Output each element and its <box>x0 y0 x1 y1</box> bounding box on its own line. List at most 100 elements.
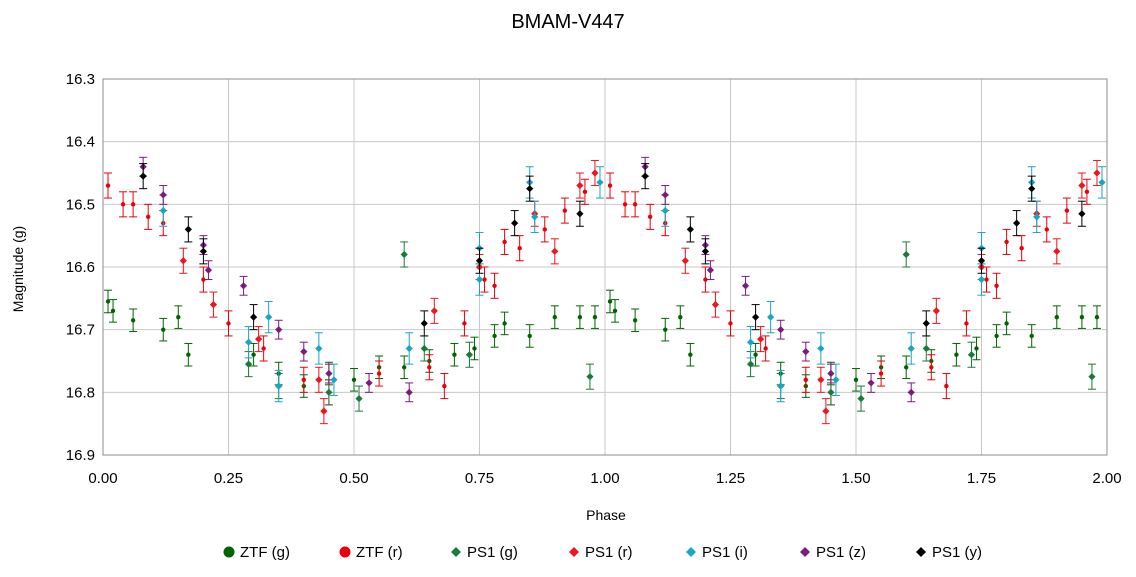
ps1-i-point <box>661 207 669 215</box>
ztf-r-point <box>1019 246 1024 251</box>
x-tick-label: 1.75 <box>967 470 996 487</box>
ps1-y-point <box>526 185 534 193</box>
ps1-z-point <box>325 369 333 378</box>
ps1-z-point <box>867 379 875 387</box>
ztf-g-point <box>492 333 497 339</box>
ztf-r-point <box>1064 208 1070 213</box>
ps1-y-point <box>686 225 694 233</box>
ps1-i-point <box>777 382 785 390</box>
ps1-i-point <box>330 376 338 384</box>
ps1-z-point <box>300 348 308 356</box>
ps1-r-point <box>757 335 765 343</box>
y-axis-label: Magnitude (g) <box>10 226 26 312</box>
ps1-y-point <box>752 313 760 321</box>
ztf-r-point <box>427 365 432 370</box>
ps1-i-point <box>275 382 283 390</box>
ztf-r-point <box>562 208 568 213</box>
ps1-z-point <box>802 348 810 356</box>
ps1-r-point <box>430 307 438 315</box>
x-tick-labels: 0.00 0.25 0.50 0.75 1.00 1.25 1.50 1.75 2.00 <box>88 470 1121 487</box>
ps1-i-point <box>244 338 253 346</box>
ps1-z-point <box>907 388 915 396</box>
ps1-g-point <box>746 360 755 368</box>
plot-area <box>102 78 1108 456</box>
ztf-r-point <box>105 183 111 188</box>
ztf-g-point <box>110 308 116 314</box>
x-tick-label: 0.50 <box>339 470 368 487</box>
y-tick-label: 16.9 <box>66 447 95 464</box>
ps1-g-point <box>420 344 428 353</box>
ps1-z-point <box>159 191 167 199</box>
ztf-g-point <box>577 314 583 320</box>
ps1-r-point <box>1053 247 1061 255</box>
ztf-g-point <box>552 314 557 320</box>
ztf-g-point <box>663 327 668 332</box>
ztf-g-point <box>1054 314 1060 320</box>
ps1-r-point <box>817 376 825 384</box>
ps1-g-point <box>355 395 363 403</box>
ztf-g-point <box>1004 321 1009 326</box>
ps1-r-point <box>1078 181 1086 190</box>
series-ps1-r <box>179 159 1101 425</box>
ztf-r-point <box>622 202 628 207</box>
ztf-r-point <box>803 377 808 382</box>
x-tick-label: 1.00 <box>590 470 619 487</box>
ps1-y-point <box>641 172 649 180</box>
ps1-g-point <box>325 388 333 396</box>
ztf-r-point <box>929 365 934 370</box>
ps1-y-point <box>701 247 709 255</box>
y-tick-label: 16.7 <box>66 322 95 339</box>
ztf-r-point <box>647 214 653 220</box>
ps1-r-point <box>255 335 263 343</box>
legend-label-ps1-z: PS1 (z) <box>816 544 866 561</box>
ztf-r-point <box>964 321 969 326</box>
ztf-r-point <box>301 377 306 382</box>
ps1-z-point <box>204 266 213 274</box>
ps1-i-point <box>265 313 273 321</box>
legend-label-ztf-g: ZTF (g) <box>240 544 290 561</box>
ztf-g-point <box>452 352 457 357</box>
ztf-g-point <box>502 321 507 326</box>
ztf-g-point <box>632 318 638 323</box>
ps1-z-point <box>405 388 413 396</box>
y-tick-label: 16.5 <box>66 196 95 213</box>
ps1-g-point <box>1088 373 1096 381</box>
ztf-g-point <box>130 318 136 323</box>
ztf-r-point <box>201 277 206 282</box>
ps1-i-point <box>817 344 825 353</box>
ztf-g-point <box>1094 314 1100 320</box>
ps1-i-point <box>159 207 167 215</box>
ps1-y-point <box>475 257 484 265</box>
ps1-i-point <box>832 376 840 384</box>
ztf-r-point <box>582 189 588 194</box>
series-ps1-i <box>159 166 1106 403</box>
x-tick-label: 0.75 <box>465 470 494 487</box>
ps1-y-point <box>1078 210 1086 218</box>
legend-label-ps1-y: PS1 (y) <box>932 544 982 561</box>
ps1-y-point <box>139 172 147 180</box>
legend-marker-ps1-r <box>569 547 579 557</box>
ps1-z-point <box>239 282 248 290</box>
ztf-r-point <box>1084 189 1090 194</box>
ztf-g-point <box>402 365 407 370</box>
ztf-r-point <box>261 346 266 351</box>
ps1-y-point <box>977 257 986 265</box>
ps1-y-point <box>1013 219 1021 227</box>
ps1-r-point <box>576 181 584 190</box>
ztf-r-point <box>994 283 999 288</box>
ps1-y-point <box>922 319 930 327</box>
y-tick-label: 16.3 <box>66 71 95 88</box>
ztf-g-point <box>251 352 256 357</box>
y-tick-label: 16.4 <box>66 134 95 151</box>
ztf-r-point <box>632 202 638 207</box>
ztf-g-point <box>105 299 111 304</box>
ztf-r-point <box>130 202 136 207</box>
legend-marker-ps1-y <box>916 547 926 557</box>
ps1-i-point <box>315 344 323 353</box>
ps1-z-point <box>706 266 715 274</box>
ps1-g-point <box>857 395 865 403</box>
ztf-g-point <box>527 333 532 339</box>
ps1-r-point <box>551 247 559 255</box>
x-tick-label: 1.25 <box>716 470 745 487</box>
ps1-i-point <box>767 313 775 321</box>
